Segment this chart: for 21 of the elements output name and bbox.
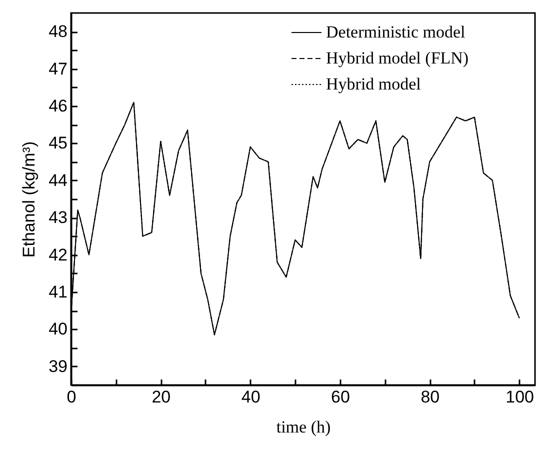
x-tick-label: 100 bbox=[506, 388, 534, 406]
legend-label: Deterministic model bbox=[326, 22, 466, 42]
legend-label: Hybrid model bbox=[326, 74, 422, 94]
y-tick-label: 47 bbox=[48, 59, 68, 78]
legend-label: Hybrid model (FLN) bbox=[326, 48, 469, 68]
x-tick-label: 80 bbox=[420, 388, 440, 406]
y-tick-label: 43 bbox=[48, 208, 68, 228]
y-tick-label: 42 bbox=[48, 245, 68, 264]
y-tick-label: 44 bbox=[48, 170, 68, 190]
x-axis-title: time (h) bbox=[276, 418, 331, 436]
x-tick-label: 20 bbox=[152, 388, 171, 406]
x-tick-label: 40 bbox=[241, 388, 260, 406]
y-axis-title: Ethanol (kg/m³) bbox=[20, 141, 39, 258]
x-tick-label: 60 bbox=[331, 388, 350, 406]
y-tick-label: 48 bbox=[48, 22, 68, 42]
y-tick-label: 40 bbox=[48, 320, 68, 339]
x-tick-label: 0 bbox=[66, 388, 76, 406]
y-tick-label: 45 bbox=[48, 134, 68, 153]
y-tick-label: 41 bbox=[48, 282, 68, 302]
y-tick-label: 39 bbox=[48, 356, 68, 376]
y-tick-label: 46 bbox=[48, 96, 68, 116]
